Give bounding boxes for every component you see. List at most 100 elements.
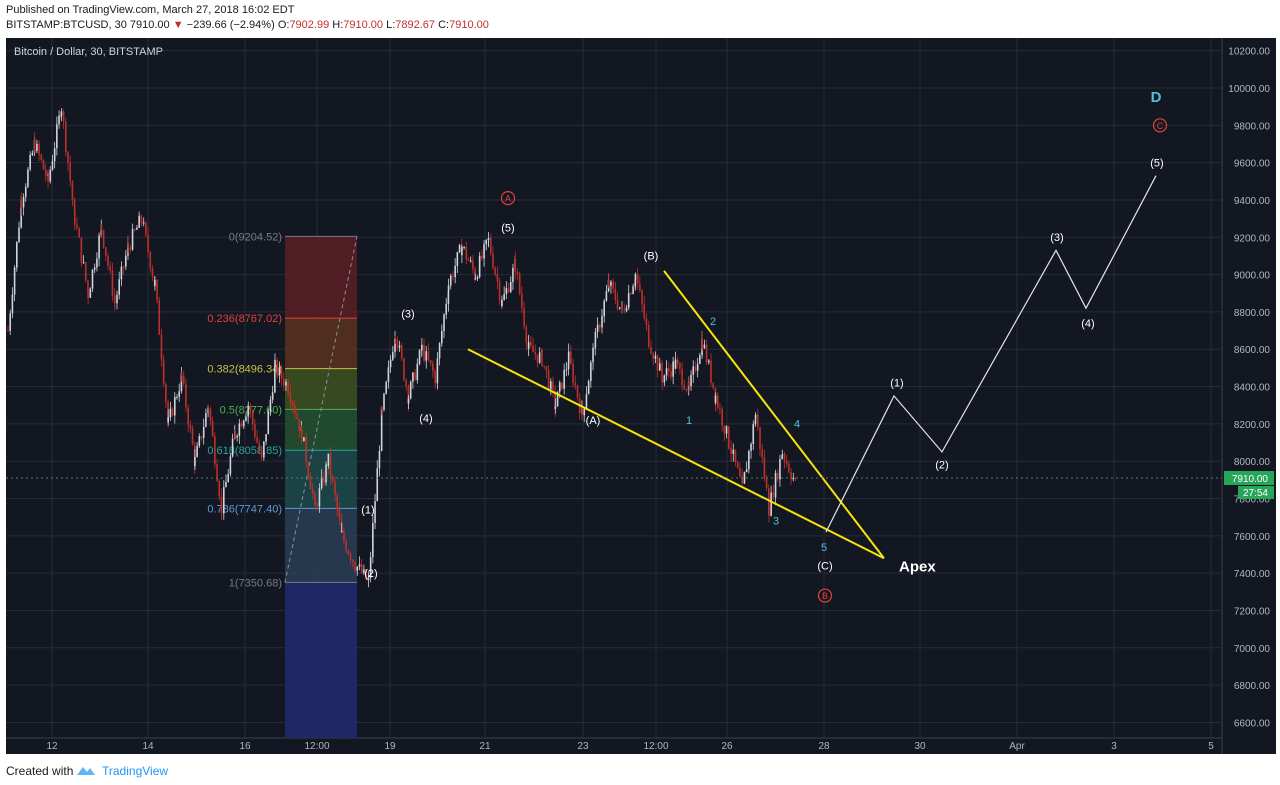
price-chart[interactable]: 10200.00 10000.00 9800.00 9600.00 9400.00 920… [6,38,1276,754]
candle-body [13,267,16,295]
candle-body [291,402,294,407]
candle-body [265,434,267,442]
candle-body [498,281,501,301]
candle-body [743,472,746,484]
candle-body [594,347,597,349]
candle-body [558,382,561,392]
high-label: H: [332,19,344,31]
candle-body [154,279,156,287]
candle-body [572,363,574,383]
candle-body [214,436,216,465]
candle-body [385,381,387,394]
candle-body [31,153,34,155]
candle-body [131,229,134,250]
candle-body [647,325,650,335]
candle-body [405,379,407,387]
price-tick-label: 9200.00 [1234,233,1271,244]
candle-body [672,361,674,377]
time-tick-label: 3 [1111,741,1117,752]
candle-body [180,372,183,376]
candle-body [109,265,112,271]
candle-body [254,424,256,438]
candle-body [287,381,289,394]
candle-body [260,455,263,458]
candle-body [87,280,89,293]
candle-body [701,338,703,348]
price-tick-label: 8400.00 [1234,383,1271,394]
cycle-label-d: D [1151,89,1162,106]
chart-title: Bitcoin / Dollar, 30, BITSTAMP [14,46,163,58]
candle-body [654,355,657,359]
candle-body [269,399,272,412]
tradingview-brand-link[interactable]: TradingView [102,764,169,778]
candle-body [274,365,276,393]
candle-body [11,294,14,314]
low-value: 7892.67 [395,19,436,31]
candle-body [516,271,519,274]
candle-body [523,308,525,327]
candle-body [739,467,741,477]
candle-body [552,381,554,391]
candle-body [98,235,100,259]
circled-wave-marker [817,588,833,603]
candle-body [765,478,768,489]
candle-body [530,341,532,346]
high-value: 7910.00 [343,19,384,31]
candle-body [714,395,717,404]
candle-body [394,337,396,353]
countdown-value: 27:54 [1243,488,1268,499]
candle-body [185,383,187,408]
candle-body [679,363,681,369]
candle-body [340,531,343,533]
wave-label: (4) [419,413,432,425]
low-label: L: [386,19,396,31]
candle-body [425,351,428,361]
candle-body [336,494,338,510]
candle-body [327,453,330,466]
price-tick-label: 8000.00 [1234,457,1271,468]
candle-body [145,222,147,235]
candle-body [759,427,761,450]
price-tick-label: 8600.00 [1234,345,1271,356]
candle-body [24,186,27,198]
candle-body [7,330,9,332]
created-with-label: Created with [6,764,74,778]
chart-area[interactable]: 10200.00 10000.00 9800.00 9600.00 9400.00 920… [6,38,1276,754]
candle-body [325,464,327,483]
candle-body [543,365,545,367]
candle-body [211,420,214,437]
candle-body [665,368,668,376]
candle-body [774,472,777,498]
sub-wave-label: 3 [773,516,779,528]
candle-body [667,368,670,372]
candle-body [429,360,432,364]
candle-body [73,210,76,225]
candle-body [267,411,270,435]
candle-body [231,438,234,457]
candle-body [683,385,686,390]
candle-body [472,260,474,269]
fib-extension-band [285,582,357,738]
last-price-value: 7910.00 [1232,474,1269,485]
candle-body [18,227,20,242]
candle-body [427,351,430,361]
candle-body [187,407,189,426]
candle-body [590,362,592,382]
candle-body [378,450,381,469]
fib-band [285,409,357,451]
candle-body [670,371,672,377]
candle-body [596,324,599,332]
price-tick-label: 6800.00 [1234,681,1271,692]
price-change: −239.66 (−2.94%) [186,19,275,31]
candle-body [229,456,232,475]
time-tick-label: 21 [479,741,491,752]
candle-body [534,352,537,355]
candle-body [487,237,490,239]
candle-body [721,408,723,426]
candle-body [202,426,205,438]
candle-body [538,352,541,363]
candle-body [296,413,298,420]
candle-body [100,225,103,231]
candle-body [225,482,227,488]
candle-body [512,267,514,283]
